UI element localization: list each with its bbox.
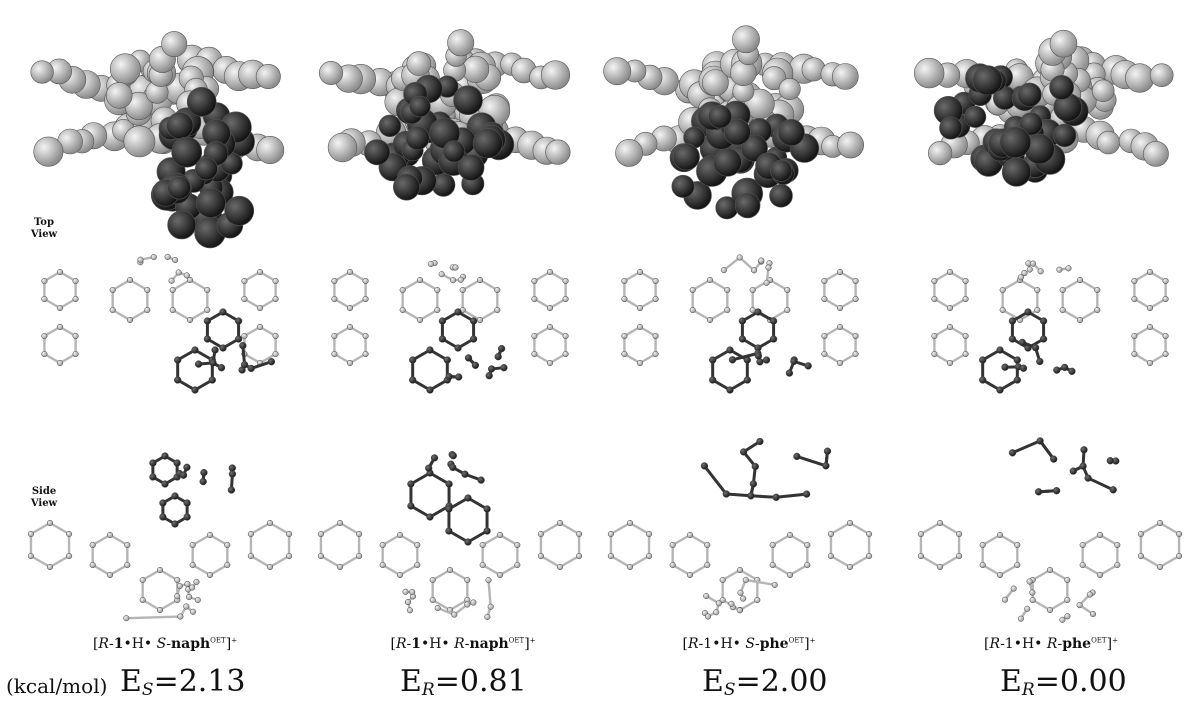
energy-panel-2: ER=0.81: [400, 664, 527, 700]
energy-panel-3: ES=2.00: [702, 664, 828, 700]
ball-stick-side-view-4: [917, 437, 1183, 623]
caption-panel-3: [R-1•H• S-pheOET]+: [682, 636, 816, 652]
energy-panel-1: ES=2.13: [120, 664, 246, 700]
ball-stick-top-view-4: [931, 260, 1169, 394]
ball-stick-side-view-3: [607, 437, 873, 620]
caption-panel-4: [R-1•H• R-pheOET]+: [984, 636, 1118, 652]
caption-panel-2: [R-1•H• R-naphOET]+: [390, 636, 536, 652]
space-filling-model-1: [30, 31, 285, 249]
ball-stick-top-view-1: [41, 253, 279, 394]
ball-stick-side-view-2: [317, 450, 583, 620]
top-view-label: Top View: [30, 217, 58, 240]
space-filling-model-4: [913, 29, 1174, 187]
ball-stick-side-view-1: [27, 452, 293, 622]
energy-panel-4: ER=0.00: [1000, 664, 1127, 700]
molecular-model-figure: [27, 25, 1183, 623]
space-filling-model-2: [318, 29, 571, 201]
side-view-label: Side View: [30, 486, 58, 509]
caption-panel-1: [R-1•H• S-naphOET]+: [92, 636, 238, 652]
ball-stick-top-view-2: [331, 260, 569, 394]
ball-stick-top-view-3: [621, 254, 859, 394]
space-filling-model-3: [603, 25, 865, 220]
energy-unit-label: (kcal/mol): [6, 674, 108, 698]
